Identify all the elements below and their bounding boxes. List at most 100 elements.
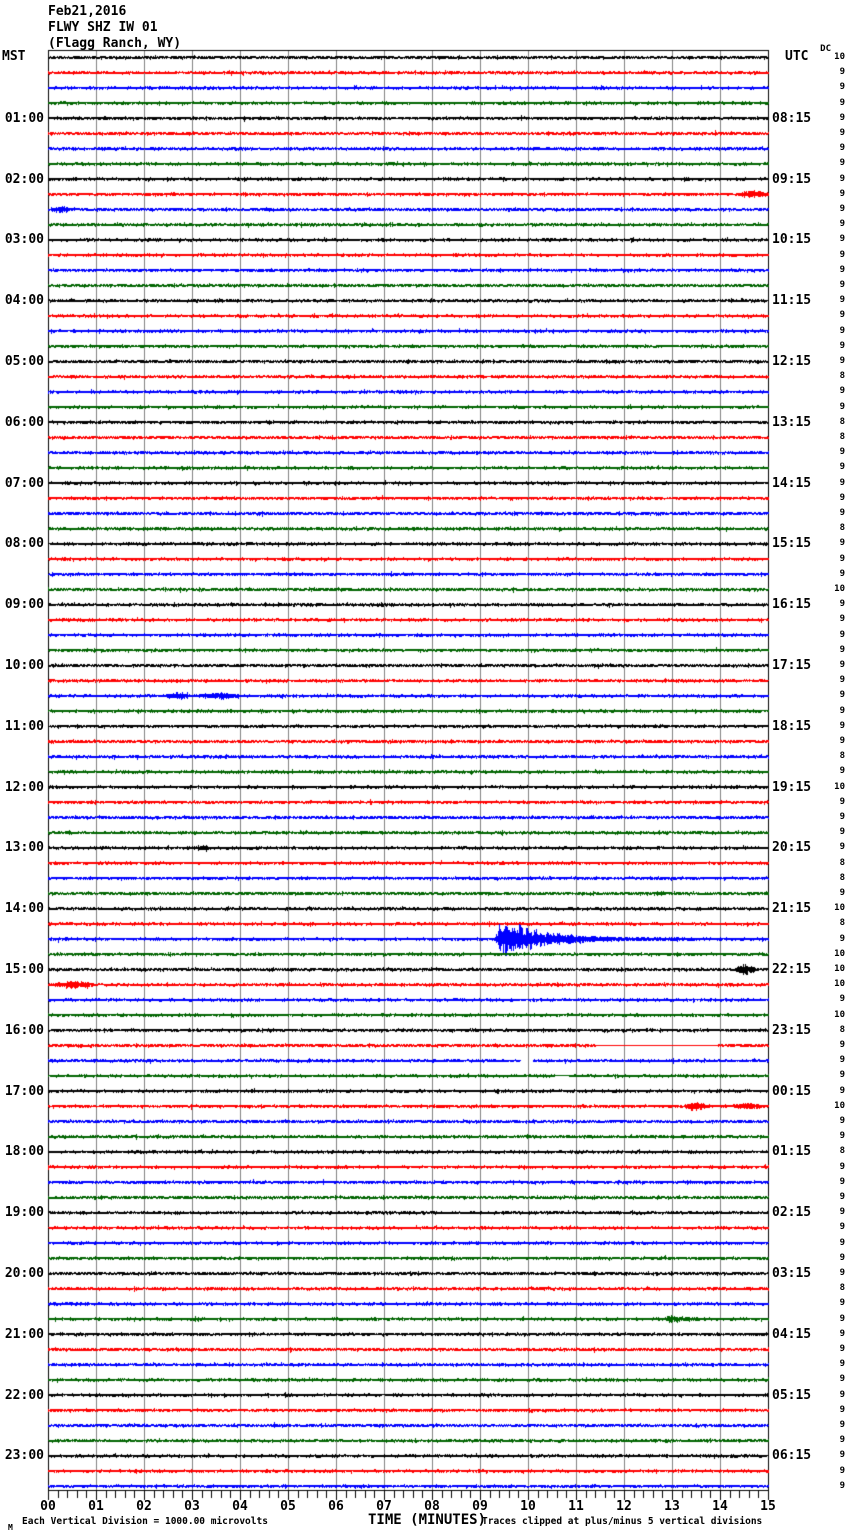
dc-value-row-33: 9	[839, 553, 845, 564]
dc-value-row-48: 10	[834, 781, 845, 792]
utc-label-1615: 16:15	[772, 597, 812, 613]
dc-value-row-54: 8	[839, 872, 845, 883]
mst-label-1700: 17:00	[4, 1083, 44, 1099]
mst-label-1100: 11:00	[4, 718, 44, 734]
dc-value-row-51: 9	[839, 827, 845, 838]
utc-label-1715: 17:15	[772, 658, 812, 673]
mst-label-0100: 01:00	[4, 110, 44, 126]
left-axis-header-mst: MST	[2, 49, 26, 64]
dc-value-row-50: 9	[839, 812, 845, 822]
dc-value-row-22: 9	[839, 386, 845, 397]
utc-label-0515: 05:15	[772, 1387, 812, 1403]
dc-value-row-15: 9	[839, 280, 845, 290]
dc-value-row-45: 9	[839, 736, 845, 746]
dc-value-row-76: 9	[839, 1207, 845, 1218]
utc-label-0315: 03:15	[772, 1266, 812, 1281]
mst-label-1300: 13:00	[4, 840, 44, 856]
x-tick-09: 09	[472, 1499, 488, 1514]
scale-note: Each Vertical Division = 1000.00 microvo…	[22, 1516, 268, 1527]
dc-value-row-17: 9	[839, 310, 845, 321]
utc-label-1315: 13:15	[772, 414, 812, 430]
dc-value-row-82: 9	[839, 1298, 845, 1309]
x-tick-03: 03	[184, 1499, 200, 1514]
dc-value-row-6: 9	[839, 143, 845, 154]
utc-label-0815: 08:15	[772, 110, 812, 126]
mst-label-1800: 18:00	[4, 1144, 44, 1160]
dc-value-row-63: 10	[834, 1009, 845, 1020]
dc-value-row-3: 9	[839, 97, 845, 108]
right-axis-header-utc: UTC	[785, 49, 809, 64]
dc-value-row-20: 9	[839, 356, 845, 366]
mst-label-0600: 06:00	[4, 414, 44, 430]
dc-value-row-8: 9	[839, 173, 845, 184]
dc-value-row-53: 8	[839, 857, 845, 868]
dc-value-row-31: 8	[839, 523, 845, 534]
dc-value-row-43: 9	[839, 705, 845, 716]
title-date: Feb21,2016	[48, 4, 127, 19]
mst-label-2200: 22:00	[4, 1387, 44, 1403]
dc-value-row-16: 9	[839, 295, 845, 306]
dc-value-row-37: 9	[839, 614, 845, 625]
utc-label-0115: 01:15	[772, 1144, 812, 1160]
dc-value-row-44: 9	[839, 720, 845, 731]
dc-value-row-18: 9	[839, 325, 845, 336]
x-tick-11: 11	[568, 1499, 584, 1514]
dc-value-row-64: 8	[839, 1024, 845, 1035]
dc-value-row-7: 9	[839, 158, 845, 169]
dc-value-row-38: 9	[839, 629, 845, 640]
dc-value-row-10: 9	[839, 204, 845, 214]
utc-label-1115: 11:15	[772, 293, 812, 309]
mst-label-1200: 12:00	[4, 779, 44, 795]
x-tick-08: 08	[424, 1499, 440, 1514]
utc-label-0215: 02:15	[772, 1205, 812, 1221]
utc-label-2315: 23:15	[772, 1022, 812, 1038]
dc-value-row-56: 10	[834, 903, 845, 914]
x-axis-title: TIME (MINUTES)	[368, 1512, 487, 1528]
dc-value-row-94: 9	[839, 1480, 845, 1491]
mst-label-0900: 09:00	[4, 597, 44, 613]
dc-value-row-14: 9	[839, 264, 845, 275]
utc-label-1915: 19:15	[772, 779, 812, 795]
dc-value-row-25: 8	[839, 432, 845, 442]
dc-value-row-59: 10	[834, 948, 845, 959]
x-tick-01: 01	[88, 1499, 104, 1514]
dc-value-row-83: 9	[839, 1313, 845, 1324]
mst-label-0400: 04:00	[4, 293, 44, 309]
mst-label-0700: 07:00	[4, 475, 44, 491]
mst-label-1400: 14:00	[4, 901, 44, 917]
mst-label-1500: 15:00	[4, 962, 44, 977]
dc-value-row-81: 8	[839, 1283, 845, 1294]
mst-label-0500: 05:00	[4, 354, 44, 369]
dc-value-row-65: 9	[839, 1040, 845, 1050]
dc-value-row-9: 9	[839, 188, 845, 199]
mst-label-1900: 19:00	[4, 1205, 44, 1221]
dc-value-row-84: 9	[839, 1328, 845, 1339]
x-tick-10: 10	[520, 1499, 536, 1514]
dc-value-row-52: 9	[839, 842, 845, 853]
mst-label-0800: 08:00	[4, 536, 44, 552]
mst-label-2000: 20:00	[4, 1266, 44, 1281]
dc-value-row-69: 10	[834, 1100, 845, 1111]
dc-value-row-90: 9	[839, 1420, 845, 1430]
x-tick-12: 12	[616, 1499, 632, 1514]
dc-value-row-28: 9	[839, 477, 845, 488]
dc-value-row-55: 9	[839, 888, 845, 898]
utc-label-2115: 21:15	[772, 901, 812, 917]
footer-marker: M	[8, 1523, 13, 1532]
utc-label-2015: 20:15	[772, 840, 812, 856]
dc-value-row-40: 9	[839, 660, 845, 670]
dc-value-row-67: 9	[839, 1070, 845, 1081]
dc-value-row-66: 9	[839, 1055, 845, 1066]
utc-label-1015: 10:15	[772, 232, 812, 248]
dc-value-row-93: 9	[839, 1465, 845, 1476]
mst-label-0200: 02:00	[4, 171, 44, 187]
dc-value-row-91: 9	[839, 1435, 845, 1446]
x-tick-04: 04	[232, 1499, 248, 1514]
mst-label-1000: 10:00	[4, 658, 44, 673]
utc-label-2215: 22:15	[772, 962, 812, 977]
dc-value-row-62: 9	[839, 994, 845, 1005]
dc-value-row-13: 9	[839, 249, 845, 260]
dc-value-row-34: 9	[839, 568, 845, 579]
dc-value-row-30: 9	[839, 508, 845, 518]
